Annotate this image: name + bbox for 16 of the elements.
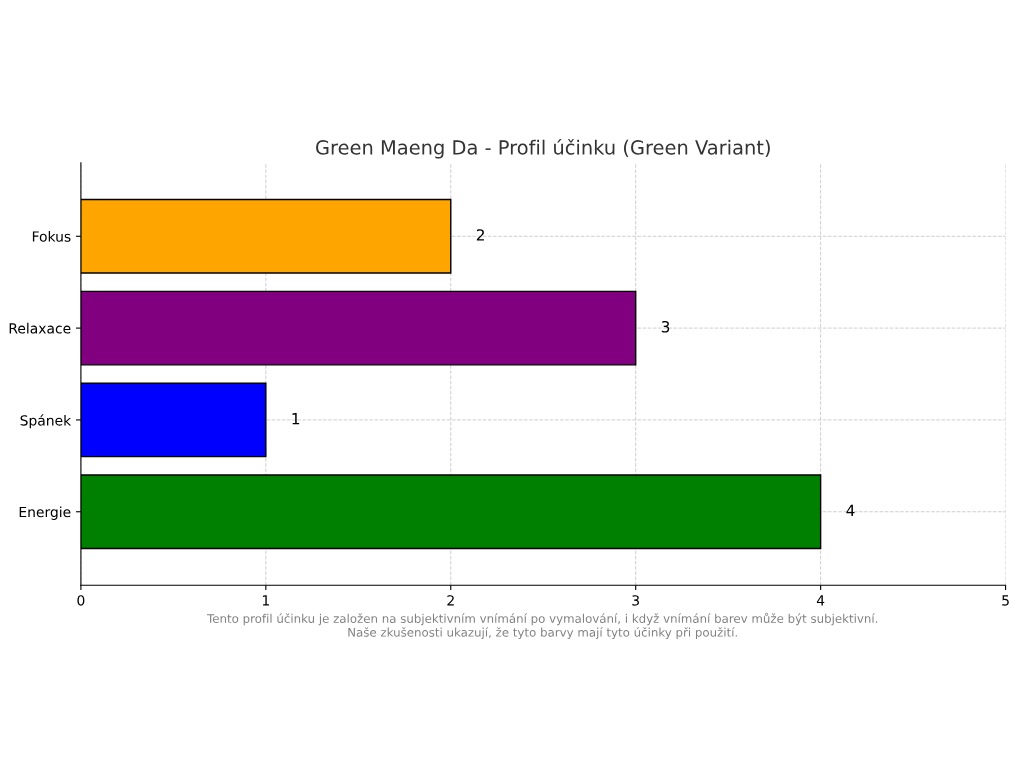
data-label: 3 (661, 320, 670, 333)
x-tick-label: 0 (77, 595, 85, 606)
chart-title: Green Maeng Da - Profil účinku (Green Variant) (316, 138, 770, 159)
x-tick-label: 3 (632, 595, 639, 606)
y-tick-label: Spánek (20, 414, 72, 429)
data-label: 2 (476, 229, 484, 241)
x-tick-label: 1 (262, 595, 269, 606)
data-label: 4 (846, 504, 855, 516)
text: Tento profil účinku je založen na subjektivním vnímání po vymalování, i když vnímání barev může být subjektivní. Naše zkušenosti ukazují, že tyto barvy mají tyto účinky při použití. (207, 612, 878, 640)
data-label: 1 (292, 413, 300, 425)
y-tick-label: Energie (19, 506, 71, 520)
x-tick-label: 4 (816, 595, 825, 606)
y-tick-label: Relaxace (9, 322, 71, 334)
y-tick-label: Fokus (32, 231, 71, 242)
x-tick-label: 2 (447, 595, 454, 606)
x-tick-label: 5 (1002, 595, 1009, 606)
